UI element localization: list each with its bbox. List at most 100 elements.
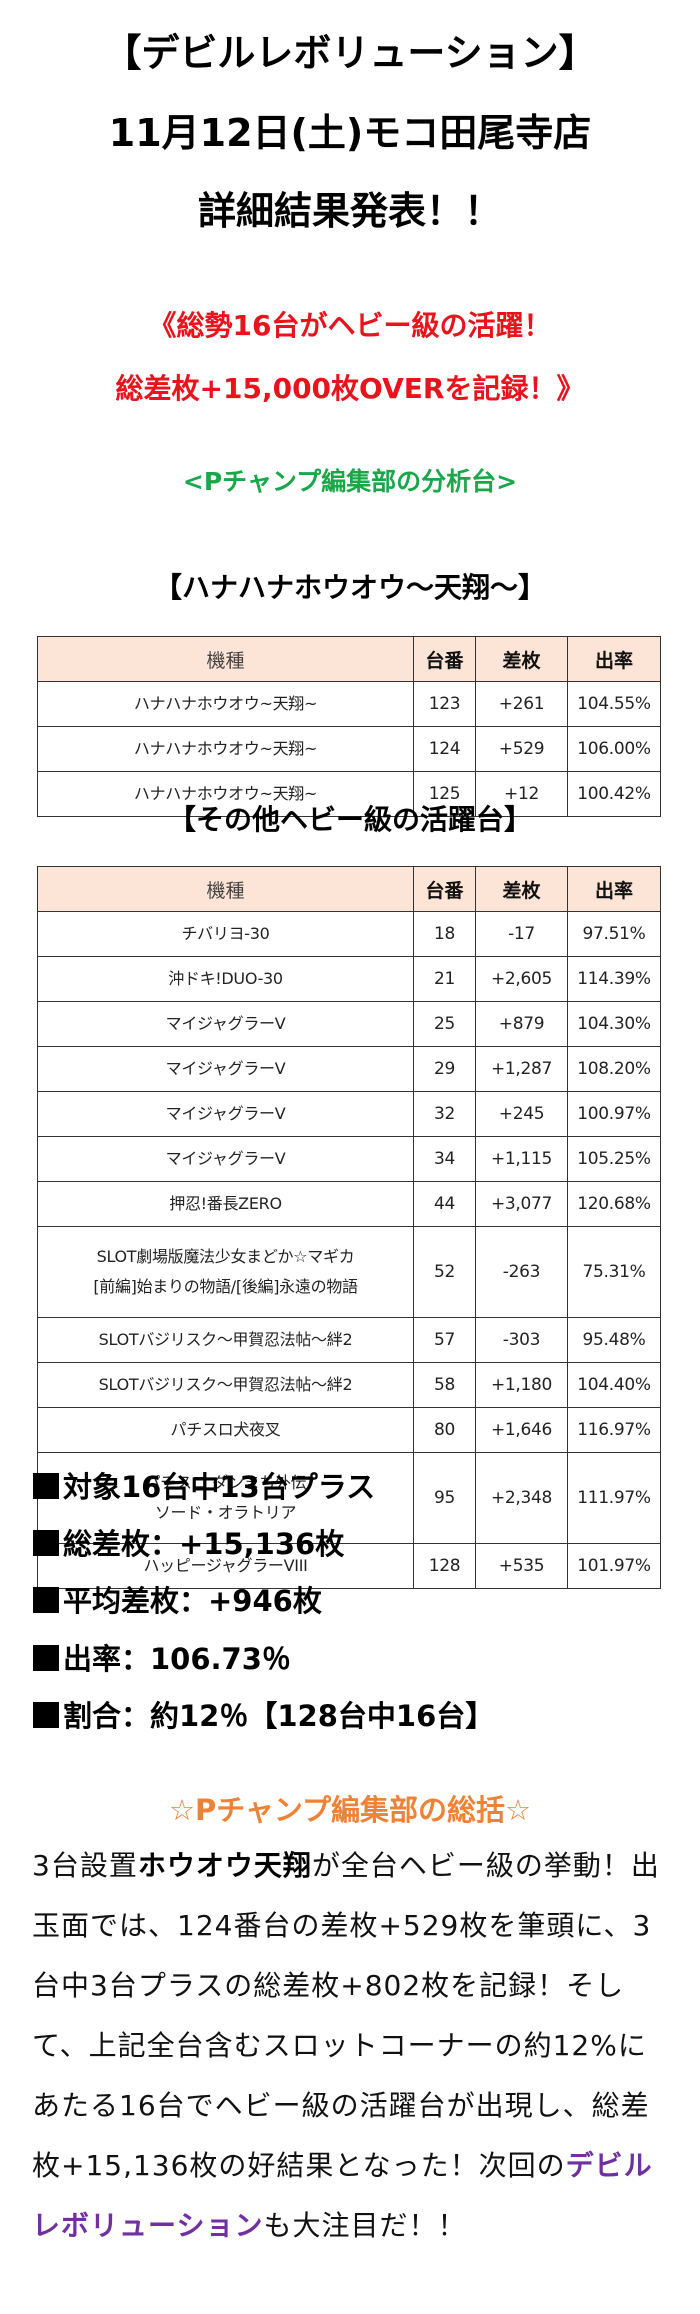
cell-model: チバリヨ-30 — [37, 911, 414, 957]
table-row: ハナハナホウオウ~天翔~ 123 +261 104.55% — [37, 681, 661, 727]
cell-model-line-1: SLOT劇場版魔法少女まどか☆マギカ — [96, 1247, 355, 1266]
cell-rate: 101.97% — [567, 1543, 661, 1589]
cell-diff: +1,115 — [475, 1136, 568, 1182]
cell-diff: -263 — [475, 1226, 568, 1318]
column-header-machine-no: 台番 — [413, 636, 476, 682]
cell-machine-no: 80 — [413, 1407, 476, 1453]
cell-diff: +535 — [475, 1543, 568, 1589]
table-header-row: 機種 台番 差枚 出率 — [37, 636, 661, 682]
cell-model-line-2: [前編]始まりの物語/[後編]永遠の物語 — [93, 1277, 358, 1296]
cell-rate: 120.68% — [567, 1181, 661, 1227]
summary-text: 総差枚：+15,136枚 — [63, 1527, 345, 1561]
editorial-summary-title: ☆Pチャンプ編集部の総括☆ — [168, 1793, 532, 1827]
cell-diff: -303 — [475, 1317, 568, 1363]
cell-model: ハナハナホウオウ~天翔~ — [37, 681, 414, 727]
cell-machine-no: 123 — [413, 681, 476, 727]
page-title-line-2: 11月12日(土)モコ田尾寺店 — [108, 111, 592, 155]
cell-machine-no: 95 — [413, 1452, 476, 1544]
summary-text: 出率：106.73％ — [63, 1642, 291, 1676]
body-text-highlight-model: ホウオウ天翔 — [137, 1849, 312, 1882]
table-row: マイジャグラーV 29 +1,287 108.20% — [37, 1046, 661, 1092]
cell-model: ハナハナホウオウ~天翔~ — [37, 726, 414, 772]
cell-machine-no: 58 — [413, 1362, 476, 1408]
cell-model: SLOTバジリスク～甲賀忍法帖～絆2 — [37, 1362, 414, 1408]
table-row: ハナハナホウオウ~天翔~ 125 +12 100.42% — [37, 771, 661, 817]
cell-machine-no: 29 — [413, 1046, 476, 1092]
summary-plus-count: 対象16台中13台プラス — [33, 1464, 375, 1506]
black-square-bullet-icon — [33, 1530, 59, 1556]
column-header-machine-no: 台番 — [413, 866, 476, 912]
cell-machine-no: 57 — [413, 1317, 476, 1363]
cell-rate: 75.31% — [567, 1226, 661, 1318]
column-header-model: 機種 — [37, 866, 414, 912]
table-row: SLOTバジリスク～甲賀忍法帖～絆2 58 +1,180 104.40% — [37, 1362, 661, 1408]
table-row: マイジャグラーV 32 +245 100.97% — [37, 1091, 661, 1137]
cell-diff: +2,348 — [475, 1452, 568, 1544]
cell-machine-no: 125 — [413, 771, 476, 817]
summary-text: 対象16台中13台プラス — [63, 1470, 376, 1504]
cell-model: 沖ドキ!DUO-30 — [37, 956, 414, 1002]
column-header-rate: 出率 — [567, 636, 661, 682]
headline-line-1: 《総勢16台がヘビー級の活躍！ — [148, 309, 552, 342]
featured-results-table: 機種 台番 差枚 出率 ハナハナホウオウ~天翔~ 123 +261 104.55… — [37, 636, 661, 817]
page-title-line-3: 詳細結果発表！！ — [197, 189, 502, 233]
cell-model: マイジャグラーV — [37, 1046, 414, 1092]
cell-model: ハッピージャグラーVIII — [37, 1543, 414, 1589]
black-square-bullet-icon — [33, 1702, 59, 1728]
cell-model: SLOTバジリスク～甲賀忍法帖～絆2 — [37, 1317, 414, 1363]
cell-diff: -17 — [475, 911, 568, 957]
cell-diff: +529 — [475, 726, 568, 772]
table-row: SLOTバジリスク～甲賀忍法帖～絆2 57 -303 95.48% — [37, 1317, 661, 1363]
cell-machine-no: 44 — [413, 1181, 476, 1227]
column-header-diff: 差枚 — [475, 866, 568, 912]
cell-rate: 116.97% — [567, 1407, 661, 1453]
summary-payout-rate: 出率：106.73％ — [33, 1636, 291, 1678]
others-section-title: 【その他ヘビー級の活躍台】 — [167, 803, 532, 836]
cell-model: 押忍!番長ZERO — [37, 1181, 414, 1227]
cell-machine-no: 124 — [413, 726, 476, 772]
cell-diff: +1,180 — [475, 1362, 568, 1408]
body-text-event-name: デビルレボリューション — [32, 2149, 653, 2242]
cell-rate: 97.51% — [567, 911, 661, 957]
cell-machine-no: 25 — [413, 1001, 476, 1047]
table-row: ハッピージャグラーVIII 128 +535 101.97% — [37, 1543, 661, 1589]
cell-diff: +245 — [475, 1091, 568, 1137]
summary-text: 平均差枚：+946枚 — [63, 1584, 322, 1618]
black-square-bullet-icon — [33, 1645, 59, 1671]
cell-model: マイジャグラーV — [37, 1136, 414, 1182]
cell-rate: 104.40% — [567, 1362, 661, 1408]
cell-diff: +1,287 — [475, 1046, 568, 1092]
cell-rate: 105.25% — [567, 1136, 661, 1182]
cell-rate: 100.42% — [567, 771, 661, 817]
cell-machine-no: 34 — [413, 1136, 476, 1182]
table-header-row: 機種 台番 差枚 出率 — [37, 866, 661, 912]
analysis-label: <Pチャンプ編集部の分析台> — [182, 467, 518, 496]
table-row: パチスロ ダンまち外伝 ソード・オラトリア 95 +2,348 111.97% — [37, 1452, 661, 1544]
table-row: マイジャグラーV 25 +879 104.30% — [37, 1001, 661, 1047]
table-row: 押忍!番長ZERO 44 +3,077 120.68% — [37, 1181, 661, 1227]
cell-diff: +879 — [475, 1001, 568, 1047]
cell-diff: +2,605 — [475, 956, 568, 1002]
editorial-summary-body: 3台設置ホウオウ天翔が全台ヘビー級の挙動！出玉面では、124番台の差枚+529枚… — [32, 1836, 672, 2256]
table-row: パチスロ犬夜叉 80 +1,646 116.97% — [37, 1407, 661, 1453]
column-header-rate: 出率 — [567, 866, 661, 912]
column-header-diff: 差枚 — [475, 636, 568, 682]
table-row: チバリヨ-30 18 -17 97.51% — [37, 911, 661, 957]
cell-model-line-2: ソード・オラトリア — [154, 1503, 297, 1522]
others-results-table: 機種 台番 差枚 出率 チバリヨ-30 18 -17 97.51% 沖ドキ!DU… — [37, 866, 661, 1589]
cell-machine-no: 32 — [413, 1091, 476, 1137]
cell-rate: 100.97% — [567, 1091, 661, 1137]
table-row: ハナハナホウオウ~天翔~ 124 +529 106.00% — [37, 726, 661, 772]
summary-ratio: 割合：約12％【128台中16台】 — [33, 1693, 494, 1735]
summary-text: 割合：約12％【128台中16台】 — [63, 1699, 495, 1733]
cell-rate: 108.20% — [567, 1046, 661, 1092]
cell-rate: 104.55% — [567, 681, 661, 727]
cell-diff: +3,077 — [475, 1181, 568, 1227]
body-text-ending: も大注目だ！！ — [263, 2209, 467, 2242]
black-square-bullet-icon — [33, 1587, 59, 1613]
table-row: SLOT劇場版魔法少女まどか☆マギカ [前編]始まりの物語/[後編]永遠の物語 … — [37, 1226, 661, 1318]
cell-diff: +1,646 — [475, 1407, 568, 1453]
cell-model-line-1: パチスロ ダンまち外伝 — [144, 1473, 307, 1492]
black-square-bullet-icon — [33, 1473, 59, 1499]
cell-rate: 104.30% — [567, 1001, 661, 1047]
